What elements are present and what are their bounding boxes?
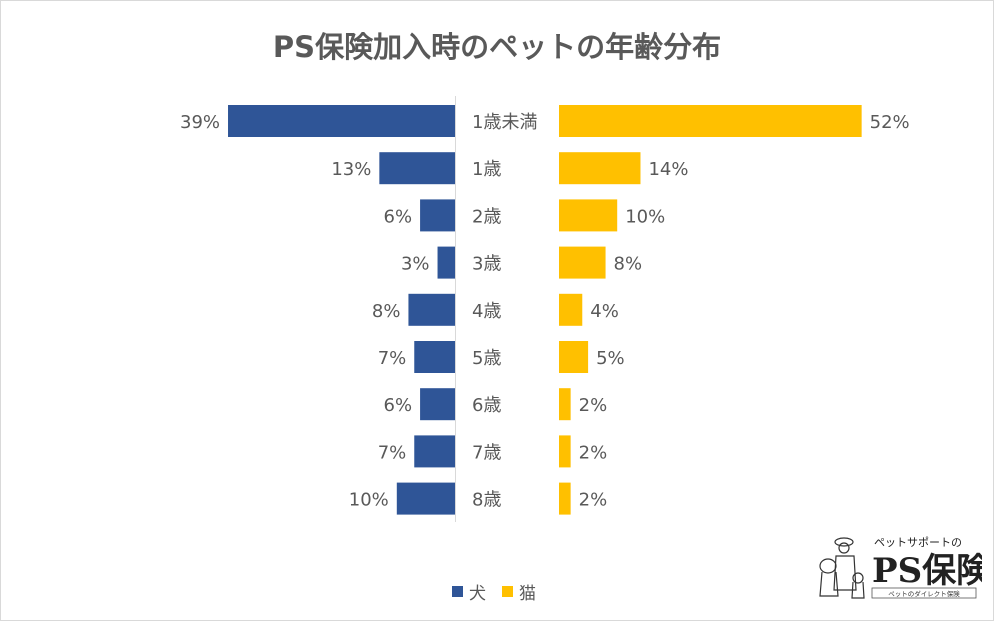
data-label-dog: 8% bbox=[372, 301, 401, 322]
data-label-dog: 39% bbox=[180, 112, 220, 133]
category-label: 4歳 bbox=[472, 301, 501, 322]
bar-dog bbox=[414, 341, 455, 373]
legend-label-dog: 犬 bbox=[469, 584, 486, 604]
data-label-dog: 6% bbox=[384, 395, 413, 416]
data-label-dog: 3% bbox=[401, 254, 430, 275]
bar-cat bbox=[559, 152, 641, 185]
svg-text:ペットサポートの: ペットサポートの bbox=[874, 536, 962, 549]
svg-text:ペットのダイレクト保険: ペットのダイレクト保険 bbox=[888, 589, 960, 598]
category-label: 1歳未満 bbox=[472, 112, 537, 133]
bar-dog bbox=[228, 105, 455, 137]
ps-hoken-logo: ペットサポートの PS保険 ペットのダイレクト保険 bbox=[812, 530, 991, 608]
data-label-dog: 10% bbox=[349, 490, 389, 511]
data-label-cat: 10% bbox=[625, 206, 665, 227]
legend-item-cat: 猫 bbox=[502, 579, 536, 604]
bar-cat bbox=[559, 341, 589, 373]
bar-dog bbox=[420, 388, 455, 421]
category-label: 1歳 bbox=[472, 159, 501, 180]
data-label-cat: 4% bbox=[590, 301, 619, 322]
category-label: 8歳 bbox=[472, 490, 501, 511]
bar-dog bbox=[396, 482, 455, 515]
data-label-cat: 5% bbox=[596, 348, 625, 369]
category-label: 3歳 bbox=[472, 254, 501, 275]
data-label-cat: 2% bbox=[579, 395, 608, 416]
data-label-cat: 2% bbox=[579, 442, 608, 463]
bar-dog bbox=[408, 293, 455, 326]
category-label: 6歳 bbox=[472, 395, 501, 416]
legend-label-cat: 猫 bbox=[519, 584, 536, 604]
data-label-cat: 2% bbox=[579, 490, 608, 511]
data-label-cat: 52% bbox=[870, 112, 910, 133]
data-label-dog: 7% bbox=[378, 348, 407, 369]
data-label-dog: 6% bbox=[384, 206, 413, 227]
bar-cat bbox=[559, 105, 862, 137]
bar-cat bbox=[559, 482, 571, 515]
bar-dog bbox=[379, 152, 455, 185]
bar-cat bbox=[559, 388, 571, 421]
category-label: 2歳 bbox=[472, 206, 501, 227]
chart-title: PS保険加入時のペットの年齢分布 bbox=[272, 30, 722, 64]
bar-cat bbox=[559, 246, 606, 279]
data-label-cat: 14% bbox=[648, 159, 688, 180]
data-label-dog: 7% bbox=[378, 442, 407, 463]
legend: 犬 猫 bbox=[452, 579, 552, 604]
legend-item-dog: 犬 bbox=[452, 579, 486, 604]
bar-cat bbox=[559, 435, 571, 468]
svg-text:PS保険: PS保険 bbox=[872, 551, 982, 591]
bar-dog bbox=[420, 199, 455, 232]
bar-cat bbox=[559, 293, 583, 326]
bar-dog bbox=[414, 435, 455, 468]
legend-swatch-dog bbox=[452, 586, 463, 597]
category-label: 7歳 bbox=[472, 442, 501, 463]
data-label-cat: 8% bbox=[614, 254, 643, 275]
category-label: 5歳 bbox=[472, 348, 501, 369]
bar-cat bbox=[559, 199, 618, 232]
bar-dog bbox=[437, 246, 455, 279]
data-label-dog: 13% bbox=[331, 159, 371, 180]
logo-illustration-icon: ペットサポートの PS保険 ペットのダイレクト保険 bbox=[819, 536, 991, 599]
legend-swatch-cat bbox=[502, 586, 513, 597]
